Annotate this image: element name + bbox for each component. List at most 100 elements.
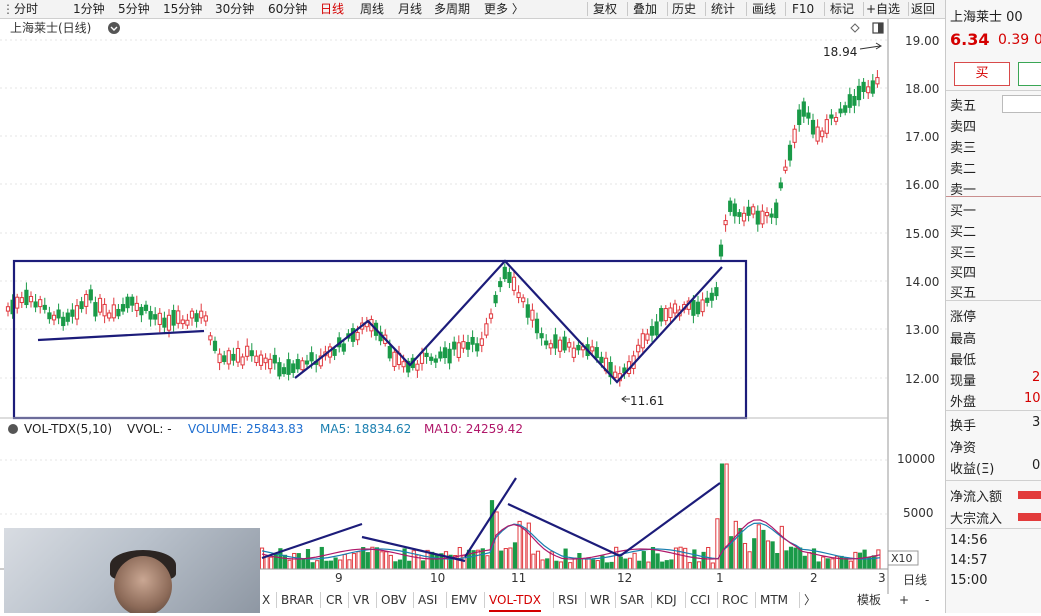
tab-indicator-mtm[interactable]: MTM — [760, 593, 789, 607]
tab-period-more[interactable]: 更多 〉 — [484, 2, 524, 16]
volume-bar — [614, 546, 619, 570]
tabs-scroll-right-icon[interactable]: 〉 — [804, 593, 817, 607]
candle-body — [387, 345, 392, 359]
tab-period-5min[interactable]: 5分钟 — [118, 2, 150, 16]
tab-period-weekly[interactable]: 周线 — [360, 2, 385, 16]
stats-button[interactable]: 统计 — [711, 2, 736, 16]
arrow-head-icon — [621, 395, 627, 403]
tab-indicator-kdj[interactable]: KDJ — [656, 593, 677, 607]
fuquan-button[interactable]: 复权 — [593, 2, 618, 16]
tab-period-1min[interactable]: 1分钟 — [73, 2, 105, 16]
candle-body — [663, 308, 668, 322]
candle-body — [553, 334, 558, 349]
candle-body — [511, 276, 517, 291]
candle-body — [764, 212, 770, 217]
candle-body — [51, 314, 57, 321]
tab-divider — [755, 592, 756, 608]
toolbar-divider — [627, 2, 628, 16]
tab-indicator-cr[interactable]: CR — [326, 593, 343, 607]
toolbar-divider — [863, 2, 864, 16]
volume-bar — [393, 561, 398, 570]
tab-period-60min[interactable]: 60分钟 — [268, 2, 308, 16]
toolbar-divider — [705, 2, 706, 16]
sell-button[interactable] — [1018, 62, 1041, 86]
buy-button[interactable]: 买 — [954, 62, 1010, 86]
back-button[interactable]: 返回 — [911, 2, 936, 16]
candle-body — [539, 333, 544, 339]
tab-period-30min[interactable]: 30分钟 — [215, 2, 255, 16]
tab-indicator-x[interactable]: X — [262, 593, 271, 607]
tab-divider — [615, 592, 616, 608]
tab-indicator-brar[interactable]: BRAR — [281, 593, 314, 607]
overlay-button[interactable]: 叠加 — [633, 2, 658, 16]
tick-time: 14:56 — [950, 533, 988, 548]
volume-bar — [328, 560, 334, 570]
volume-bar — [508, 547, 513, 570]
window-toggle-fill — [878, 23, 883, 33]
tab-indicator-roc[interactable]: ROC — [722, 593, 749, 607]
tab-indicator-vr[interactable]: VR — [353, 593, 370, 607]
tab-period-multi[interactable]: 多周期 — [434, 2, 471, 16]
panel-divider — [946, 90, 1041, 91]
draw-line-button[interactable]: 画线 — [752, 2, 777, 16]
candle-body — [714, 287, 719, 297]
volume-bar — [641, 551, 646, 570]
tab-indicator-wr[interactable]: WR — [590, 593, 611, 607]
price-tick: 17.00 — [905, 130, 939, 144]
volume-bar — [315, 560, 320, 570]
bid-level-5: 买五 — [950, 286, 977, 301]
volume-bar — [443, 551, 449, 570]
price-axis: 19.00 18.00 17.00 16.00 15.00 14.00 13.0… — [905, 34, 939, 386]
candle-body — [820, 130, 825, 138]
tab-indicator-asi[interactable]: ASI — [418, 593, 438, 607]
block-inflow-label: 大宗流入 — [950, 512, 1003, 527]
tab-indicator-emv[interactable]: EMV — [451, 593, 478, 607]
volume-bar — [669, 559, 674, 570]
tab-indicator-cci[interactable]: CCI — [690, 593, 711, 607]
candle-body — [755, 210, 760, 225]
volume-bar — [664, 560, 669, 570]
tab-period-fenshi[interactable]: 分时 — [14, 2, 39, 16]
candle-body — [249, 350, 254, 357]
candle-body — [705, 297, 710, 303]
candle-body — [217, 353, 222, 364]
candle-body — [861, 81, 866, 93]
period-label[interactable]: 日线 — [903, 573, 927, 587]
volume-bar — [301, 558, 306, 570]
price-change-extra: 0 — [1034, 32, 1041, 48]
tab-divider — [717, 592, 718, 608]
candle-body — [613, 371, 618, 378]
tab-indicator-vol-tdx[interactable]: VOL-TDX — [489, 590, 541, 612]
indicator-name[interactable]: VOL-TDX(5,10) — [24, 422, 112, 436]
tab-indicator-obv[interactable]: OBV — [381, 593, 407, 607]
kline-chart-svg[interactable]: 上海莱士(日线) 18.94 11.61 19.00 18.00 17.00 1… — [0, 19, 944, 613]
template-button[interactable]: 模板 — [857, 593, 882, 607]
mark-button[interactable]: 标记 — [830, 2, 855, 16]
candle-body — [590, 346, 595, 352]
history-button[interactable]: 历史 — [672, 2, 697, 16]
ask-level-2: 卖二 — [950, 162, 977, 177]
zoom-in-button[interactable]: + — [899, 593, 910, 607]
add-watchlist-button[interactable]: +自选 — [866, 2, 901, 16]
tab-period-monthly[interactable]: 月线 — [398, 2, 423, 16]
toolbar-divider — [908, 2, 909, 16]
tab-indicator-rsi[interactable]: RSI — [558, 593, 578, 607]
volume-trendline-1 — [261, 522, 363, 560]
f10-button[interactable]: F10 — [792, 2, 815, 16]
tab-period-daily[interactable]: 日线 — [320, 2, 345, 16]
tab-period-15min[interactable]: 15分钟 — [163, 2, 203, 16]
ask-level-1: 卖一 — [950, 183, 977, 198]
candle-body — [728, 200, 733, 212]
tab-divider — [376, 592, 377, 608]
volume-bar — [535, 550, 541, 570]
candle-body — [649, 326, 655, 336]
chart-title-dropdown-icon[interactable] — [108, 22, 120, 34]
high-label: 最高 — [950, 332, 977, 347]
indicator-dropdown-icon[interactable] — [8, 424, 18, 434]
kline-chart-area[interactable]: 上海莱士(日线) 18.94 11.61 19.00 18.00 17.00 1… — [0, 19, 944, 613]
candle-body — [56, 309, 61, 319]
diamond-icon[interactable] — [850, 23, 860, 33]
candle-body — [286, 359, 291, 375]
tab-indicator-sar[interactable]: SAR — [620, 593, 645, 607]
zoom-out-button[interactable]: - — [925, 593, 930, 607]
